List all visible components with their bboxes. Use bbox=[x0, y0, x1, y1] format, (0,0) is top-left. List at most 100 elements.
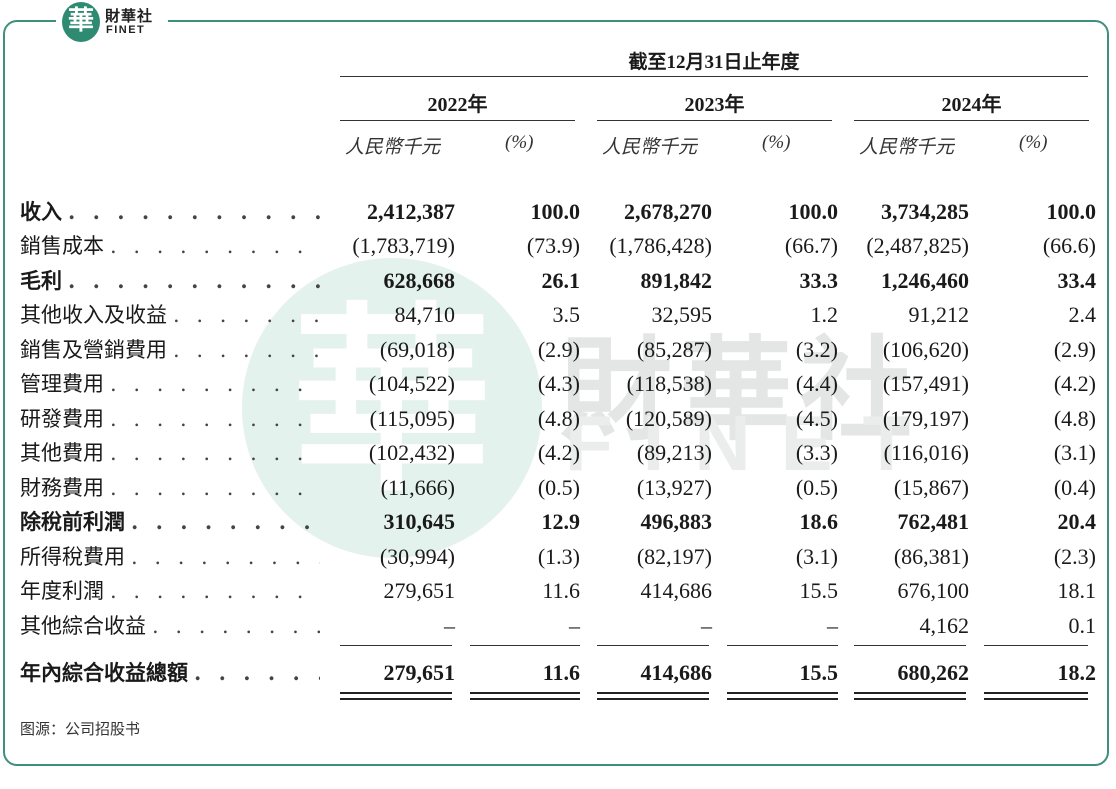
subtotal-rule bbox=[984, 645, 1088, 646]
percent-cell: (66.6) bbox=[1042, 233, 1096, 258]
percent-cell: 0.1 bbox=[1068, 613, 1097, 638]
row-label-text: 年內綜合收益總額 bbox=[20, 660, 188, 685]
amount-cell: (106,620) bbox=[882, 337, 969, 362]
amount-cell: 32,595 bbox=[651, 302, 713, 327]
percent-cell: 33.3 bbox=[799, 268, 839, 293]
amount-cell: 762,481 bbox=[897, 509, 970, 534]
amount-cell: 414,686 bbox=[640, 660, 713, 685]
row-label: 銷售及營銷費用. . . . . . . . . . . . . . . . .… bbox=[20, 333, 320, 367]
row-label: 所得稅費用. . . . . . . . . . . . . . . . . .… bbox=[20, 540, 320, 574]
row-label-text: 年度利潤 bbox=[20, 579, 104, 603]
logo-mark: 華 bbox=[67, 6, 94, 35]
row-label: 除稅前利潤. . . . . . . . . . . . . . . . . .… bbox=[20, 505, 320, 539]
row-label: 毛利. . . . . . . . . . . . . . . . . . . … bbox=[20, 264, 320, 298]
table-row: 其他費用. . . . . . . . . . . . . . . . . . … bbox=[0, 436, 1116, 470]
percent-cell: (4.8) bbox=[1053, 406, 1096, 431]
leader-dots: . . . . . . . . . . . . . . . . . . . . bbox=[152, 614, 320, 638]
percent-cell: (2.9) bbox=[1053, 337, 1096, 362]
period-title: 截至12月31日止年度 bbox=[628, 52, 800, 73]
row-label-text: 研發費用 bbox=[20, 407, 104, 431]
amount-cell: 496,883 bbox=[640, 509, 713, 534]
table-row: 銷售及營銷費用. . . . . . . . . . . . . . . . .… bbox=[0, 333, 1116, 367]
amount-cell: 279,651 bbox=[383, 578, 456, 603]
watermark-char: 華 bbox=[291, 294, 492, 515]
watermark-en: FINET bbox=[565, 399, 941, 487]
amount-cell: 4,162 bbox=[919, 613, 970, 638]
row-label: 收入. . . . . . . . . . . . . . . . . . . … bbox=[20, 195, 320, 229]
total-double-rule bbox=[340, 692, 452, 700]
row-label: 財務費用. . . . . . . . . . . . . . . . . . … bbox=[20, 471, 320, 505]
percent-cell: 26.1 bbox=[541, 268, 581, 293]
logo-name-en: FINET bbox=[106, 24, 146, 36]
amount-cell: 84,710 bbox=[394, 302, 456, 327]
row-label-text: 其他費用 bbox=[20, 441, 104, 465]
percent-cell: (4.8) bbox=[537, 406, 580, 431]
percent-cell: (4.5) bbox=[795, 406, 838, 431]
leader-dots: . . . . . . . . . . . . . . . . . . . . bbox=[110, 441, 320, 465]
percent-cell: – bbox=[569, 613, 580, 638]
percent-cell: 15.5 bbox=[799, 578, 839, 603]
percent-cell: (73.9) bbox=[526, 233, 580, 258]
leader-dots: . . . . . . . . . . . . . . . . . . . . bbox=[110, 407, 320, 431]
percent-cell: (4.4) bbox=[795, 371, 838, 396]
amount-cell: – bbox=[444, 613, 455, 638]
row-label: 其他綜合收益. . . . . . . . . . . . . . . . . … bbox=[20, 609, 320, 643]
percent-cell: (3.3) bbox=[795, 440, 838, 465]
leader-dots: . . . . . . . . . . . . . . . . . . . . bbox=[110, 579, 320, 603]
amount-cell: (85,287) bbox=[636, 337, 712, 362]
percent-cell: (4.2) bbox=[1053, 371, 1096, 396]
table-row: 其他收入及收益. . . . . . . . . . . . . . . . .… bbox=[0, 298, 1116, 332]
percent-cell: 18.6 bbox=[799, 509, 839, 534]
percent-cell: 11.6 bbox=[542, 578, 580, 603]
row-label: 其他收入及收益. . . . . . . . . . . . . . . . .… bbox=[20, 298, 320, 332]
row-label-text: 除稅前利潤 bbox=[20, 509, 125, 534]
leader-dots: . . . . . . . . . . . . . . . . . . . . bbox=[194, 660, 320, 685]
amount-cell: 91,212 bbox=[908, 302, 970, 327]
percent-cell: (2.9) bbox=[537, 337, 580, 362]
percent-cell: (4.3) bbox=[537, 371, 580, 396]
amount-cell: (104,522) bbox=[368, 371, 455, 396]
leader-dots: . . . . . . . . . . . . . . . . . . . . bbox=[68, 199, 320, 224]
leader-dots: . . . . . . . . . . . . . . . . . . . . bbox=[110, 372, 320, 396]
amount-cell: (2,487,825) bbox=[866, 233, 969, 258]
percent-cell: 12.9 bbox=[541, 509, 581, 534]
year-2023-rule bbox=[597, 120, 832, 121]
row-label: 年度利潤. . . . . . . . . . . . . . . . . . … bbox=[20, 574, 320, 608]
card-frame bbox=[3, 20, 1109, 766]
year-2024-header: 2024年 bbox=[941, 94, 1002, 116]
percent-cell: 100.0 bbox=[530, 199, 581, 224]
amount-cell: 676,100 bbox=[897, 578, 970, 603]
amount-cell: 628,668 bbox=[383, 268, 456, 293]
year-2022-header: 2022年 bbox=[427, 94, 488, 116]
amount-cell: (30,994) bbox=[379, 544, 455, 569]
amount-cell: 279,651 bbox=[383, 660, 456, 685]
table-row: 銷售成本. . . . . . . . . . . . . . . . . . … bbox=[0, 229, 1116, 263]
subtotal-rule bbox=[340, 645, 452, 646]
table-row: 年度利潤. . . . . . . . . . . . . . . . . . … bbox=[0, 574, 1116, 608]
watermark-cn: 財華社 bbox=[560, 326, 920, 456]
pct-label: (%) bbox=[762, 132, 791, 153]
amount-cell: (69,018) bbox=[379, 337, 455, 362]
leader-dots: . . . . . . . . . . . . . . . . . . . . bbox=[68, 268, 320, 293]
amount-cell: (120,589) bbox=[625, 406, 712, 431]
percent-cell: 100.0 bbox=[1046, 199, 1097, 224]
row-label-text: 其他收入及收益 bbox=[20, 303, 167, 327]
amount-cell: (118,538) bbox=[626, 371, 712, 396]
percent-cell: (1.3) bbox=[537, 544, 580, 569]
row-label-text: 毛利 bbox=[20, 268, 62, 293]
percent-cell: 100.0 bbox=[788, 199, 839, 224]
percent-cell: (66.7) bbox=[784, 233, 838, 258]
percent-cell: (2.3) bbox=[1053, 544, 1096, 569]
table-row: 其他綜合收益. . . . . . . . . . . . . . . . . … bbox=[0, 609, 1116, 643]
percent-cell: 33.4 bbox=[1057, 268, 1097, 293]
amount-cell: – bbox=[701, 613, 712, 638]
amount-cell: 1,246,460 bbox=[881, 268, 969, 293]
percent-cell: 18.1 bbox=[1057, 578, 1097, 603]
amount-cell: (179,197) bbox=[882, 406, 969, 431]
leader-dots: . . . . . . . . . . . . . . . . . . . . bbox=[110, 476, 320, 500]
row-label-text: 財務費用 bbox=[20, 476, 104, 500]
year-2024-rule bbox=[854, 120, 1089, 121]
leader-dots: . . . . . . . . . . . . . . . . . . . . bbox=[110, 234, 320, 258]
row-label: 研發費用. . . . . . . . . . . . . . . . . . … bbox=[20, 402, 320, 436]
finet-logo-icon bbox=[62, 2, 100, 42]
